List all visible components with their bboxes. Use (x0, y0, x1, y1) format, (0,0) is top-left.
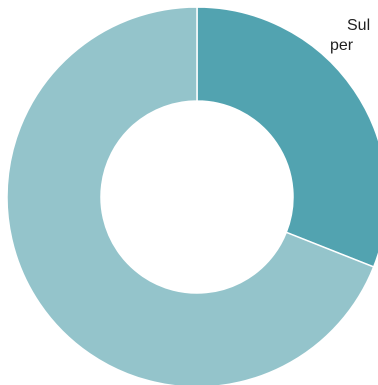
donut-slice-1 (196, 6, 378, 268)
legend-line-2: per (330, 37, 354, 54)
legend-line-1: Sul (347, 17, 371, 34)
slices-group (6, 6, 378, 385)
truncated-legend: Sul per (330, 16, 378, 56)
donut-slice-2 (6, 6, 375, 385)
